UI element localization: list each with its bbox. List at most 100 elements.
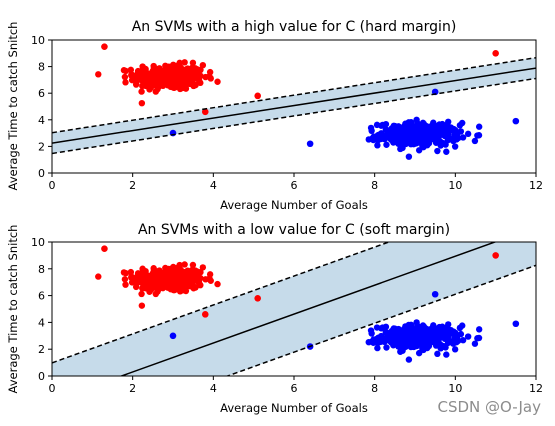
red-point [132,283,140,291]
blue-point [471,340,479,347]
blue-point [442,122,450,129]
red-point [193,67,200,75]
red-point [189,80,196,87]
blue-point [383,344,390,351]
x-tick-label: 10 [448,179,462,192]
red-point [167,83,174,91]
blue-point [443,334,451,342]
blue-point [451,346,459,353]
red-point [173,83,180,90]
red-point [181,59,188,66]
blue-point [443,351,450,358]
red-point [207,75,214,82]
blue-point [394,331,401,338]
blue-point [388,339,395,346]
red-point [180,276,188,283]
red-point [196,280,203,288]
y-tick-label: 6 [38,290,45,303]
upper-margin-line [52,56,536,134]
x-tick-label: 12 [529,382,543,395]
blue-point [442,324,450,332]
blue-point [407,126,414,133]
blue-point [388,136,395,143]
red-point [206,271,214,278]
y-tick-label: 10 [31,34,45,47]
red-point [214,280,221,288]
blue-point [475,123,483,130]
chart-title: An SVMs with a low value for C (soft mar… [138,222,450,238]
blue-point [437,331,444,338]
red-point [170,263,177,271]
x-tick-label: 4 [210,179,217,192]
lower-margin-line [225,264,536,376]
blue-outlier-point [431,88,439,96]
blue-point [384,127,391,134]
blue-point [450,137,458,144]
plot-area: 0 2 4 6 8 10 12 0 2 4 6 8 10 [31,236,543,395]
blue-point [376,136,384,143]
y-tick-label: 2 [38,140,45,153]
red-point [128,273,135,280]
red-point [161,77,168,85]
red-point [139,65,147,72]
x-tick-label: 2 [129,382,136,395]
blue-outlier-point [169,332,177,340]
red-point [192,275,200,283]
blue-point [431,336,439,344]
red-point [150,75,157,83]
plot-content [52,242,536,376]
x-tick-label: 8 [371,382,378,395]
red-outlier-point [254,294,261,302]
lower-margin-line [52,77,536,155]
red-point [206,68,214,76]
blue-point [397,348,404,355]
red-point [173,285,180,292]
subplot-hard-margin: An SVMs with a high value for C (hard ma… [6,19,543,212]
red-point [192,73,200,81]
red-point [138,99,146,107]
x-axis-label: Average Number of Goals [220,198,368,212]
blue-outlier-point [431,290,439,298]
blue-point [376,338,384,346]
blue-point [474,132,481,139]
x-tick-label: 10 [448,382,462,395]
decision-boundary-line [52,67,536,144]
blue-point [426,130,433,138]
blue-point [443,132,451,139]
red-outlier-point [254,92,261,100]
red-point [121,73,129,81]
y-tick-label: 0 [38,370,45,383]
red-point [154,67,161,74]
red-point [122,281,129,288]
blue-point [417,324,425,332]
y-tick-label: 10 [31,236,45,249]
blue-point [457,330,465,338]
red-point [142,82,150,90]
plot-content [52,43,536,160]
red-point [171,77,178,84]
x-tick-label: 6 [291,382,298,395]
blue-point [397,145,404,153]
blue-point [459,337,467,344]
blue-point [378,325,385,332]
y-tick-label: 2 [38,343,45,356]
blue-point [392,135,400,142]
blue-point [403,131,411,138]
blue-point [437,128,444,135]
decision-boundary-line [119,242,498,376]
x-tick-label: 6 [291,179,298,192]
red-point [167,286,174,293]
blue-point [426,333,433,340]
red-point [181,261,188,268]
x-tick-label: 0 [49,382,56,395]
blue-point [420,129,428,136]
x-tick-label: 4 [210,382,217,395]
blue-point [450,339,458,347]
upper-margin-line [52,242,392,364]
blue-point [436,323,443,331]
red-point [180,74,188,81]
chart-title: An SVMs with a high value for C (hard ma… [132,19,457,35]
blue-point [456,324,464,332]
red-point [137,272,144,280]
blue-point [428,328,435,335]
